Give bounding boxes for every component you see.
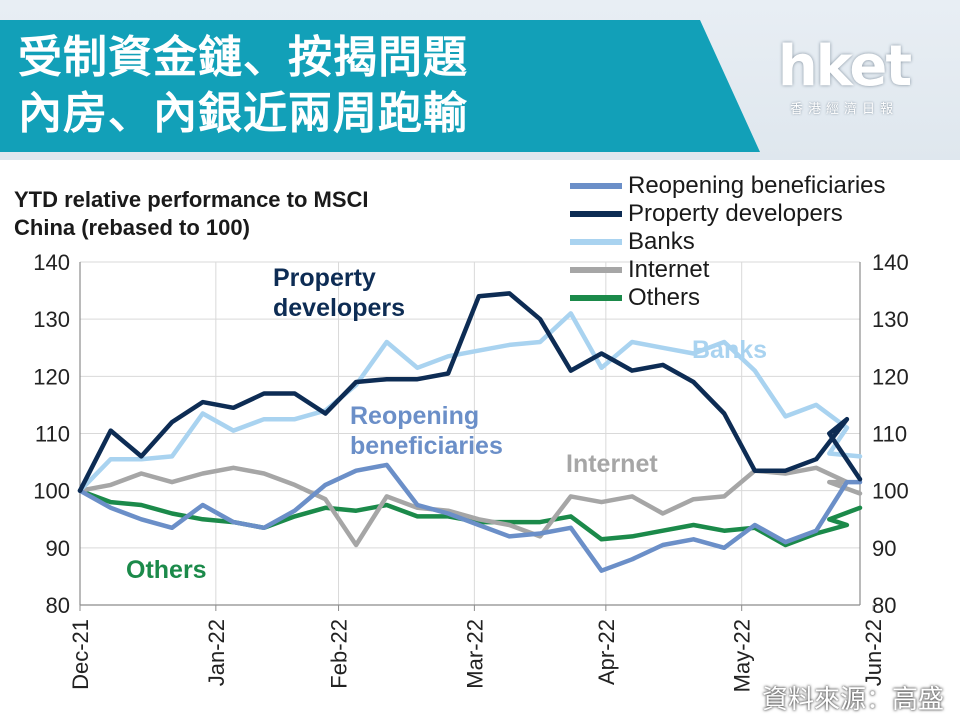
x-tick-label: Feb-22 [327, 619, 352, 689]
series-line-property-developers [77, 291, 863, 493]
legend-item: Internet [570, 256, 950, 284]
annotation-label: beneficiaries [350, 432, 503, 460]
x-tick-label: Apr-22 [594, 619, 619, 685]
chart-legend: Reopening beneficiaries Property develope… [570, 172, 950, 312]
y-tick-label-right: 120 [872, 364, 909, 389]
annotation-label: Reopening [350, 402, 479, 430]
legend-swatch [570, 267, 622, 273]
x-tick-label: Jun-22 [861, 619, 886, 686]
y-tick-label-left: 80 [46, 593, 70, 618]
logo-subtitle: 香港經濟日報 [789, 102, 898, 117]
legend-item: Banks [570, 228, 950, 256]
y-tick-label-left: 140 [33, 250, 70, 275]
y-tick-label-right: 110 [872, 422, 907, 447]
legend-label: Others [628, 284, 701, 311]
y-tick-label-right: 140 [872, 250, 909, 275]
annotation-label: Property [273, 264, 376, 292]
y-tick-label-right: 80 [872, 593, 896, 618]
legend-swatch [570, 211, 622, 217]
y-tick-label-right: 130 [872, 307, 909, 332]
y-tick-label-left: 90 [46, 536, 70, 561]
y-tick-label-left: 120 [33, 364, 70, 389]
legend-label: Banks [628, 228, 695, 255]
chart-title: YTD relative performance to MSCI China (… [14, 187, 369, 240]
legend-swatch [570, 183, 622, 189]
headline-line-2: 內房、內銀近兩周跑輸 [18, 88, 468, 139]
legend-label: Property developers [628, 200, 843, 227]
y-tick-label-right: 100 [872, 479, 909, 504]
source-credit: 資料來源：高盛 [761, 685, 944, 715]
annotation-label: Banks [692, 336, 767, 364]
x-tick-label: Dec-21 [68, 619, 93, 690]
series-line-banks [77, 311, 863, 493]
x-tick-label: Mar-22 [462, 619, 487, 689]
legend-item: Reopening beneficiaries [570, 172, 950, 200]
y-tick-label-left: 110 [35, 422, 70, 447]
legend-label: Internet [628, 256, 710, 283]
headline-line-1: 受制資金鏈、按揭問題 [18, 32, 468, 83]
y-tick-label-right: 90 [872, 536, 896, 561]
legend-swatch [570, 295, 622, 301]
y-tick-label-left: 130 [33, 307, 70, 332]
x-tick-label: May-22 [730, 619, 755, 692]
legend-swatch [570, 239, 622, 245]
annotation-label: developers [273, 294, 405, 322]
logo-word: hket [777, 34, 912, 99]
x-tick-label: Jan-22 [204, 619, 229, 686]
headline-band [0, 20, 760, 152]
annotation-label: Internet [566, 450, 658, 478]
annotation-label: Others [126, 556, 207, 584]
series-line-reopening-beneficiaries [77, 462, 863, 573]
legend-item: Property developers [570, 200, 950, 228]
y-tick-label-left: 100 [33, 479, 70, 504]
legend-item: Others [570, 284, 950, 312]
headline: 受制資金鏈、按揭問題 內房、內銀近兩周跑輸 [18, 30, 468, 142]
hket-logo: hket 香港經濟日報 [764, 36, 924, 126]
legend-label: Reopening beneficiaries [628, 172, 886, 199]
